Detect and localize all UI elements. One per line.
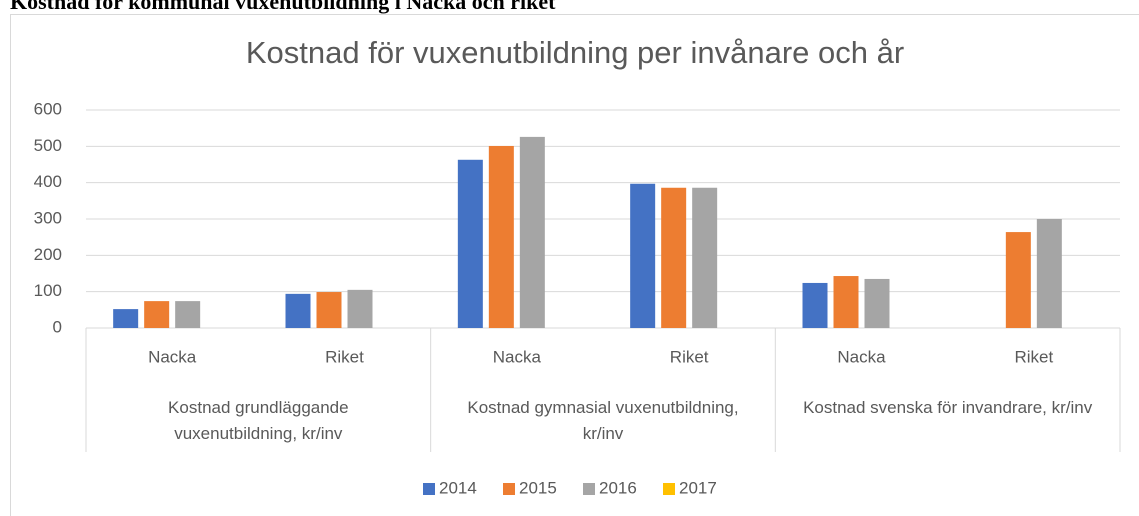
legend-swatch (583, 483, 595, 495)
bar (661, 187, 687, 328)
legend-label: 2015 (519, 478, 557, 497)
page-header: Kostnad för kommunal vuxenutbildning i N… (10, 0, 556, 14)
legend-label: 2016 (599, 478, 637, 497)
group-label: Kostnad gymnasial vuxenutbildning, kr/in… (467, 398, 739, 443)
y-tick-label: 600 (34, 99, 62, 118)
x-tick-label: Riket (1014, 347, 1053, 366)
x-tick-label: Riket (325, 347, 364, 366)
bar (692, 187, 718, 328)
group-label: Kostnad grundläggande vuxenutbildning, k… (168, 398, 349, 443)
bar (347, 289, 373, 328)
bar (285, 293, 311, 328)
chart-frame (10, 14, 1139, 516)
bar (457, 159, 483, 328)
bar (1005, 232, 1031, 328)
bar (488, 145, 514, 328)
chart-title: Kostnad för vuxenutbildning per invånare… (246, 35, 904, 70)
bar (113, 309, 139, 328)
y-tick-label: 0 (53, 317, 62, 336)
x-tick-label: Nacka (148, 347, 197, 366)
legend-label: 2017 (679, 478, 717, 497)
legend-swatch (423, 483, 435, 495)
y-tick-label: 200 (34, 245, 62, 264)
bar (144, 301, 170, 328)
bar (1036, 219, 1062, 328)
y-tick-label: 500 (34, 136, 62, 155)
x-tick-label: Riket (670, 347, 709, 366)
legend-label: 2014 (439, 478, 477, 497)
y-tick-label: 100 (34, 281, 62, 300)
bar (802, 282, 828, 328)
x-tick-label: Nacka (493, 347, 542, 366)
bar (864, 278, 890, 328)
bar (833, 276, 859, 328)
y-tick-label: 400 (34, 172, 62, 191)
group-label: Kostnad svenska för invandrare, kr/inv (803, 398, 1093, 417)
bar (630, 183, 656, 328)
bar (316, 292, 342, 328)
bar (519, 136, 545, 328)
x-tick-label: Nacka (837, 347, 886, 366)
bar (175, 301, 201, 328)
legend-swatch (663, 483, 675, 495)
legend-swatch (503, 483, 515, 495)
y-tick-label: 300 (34, 208, 62, 227)
